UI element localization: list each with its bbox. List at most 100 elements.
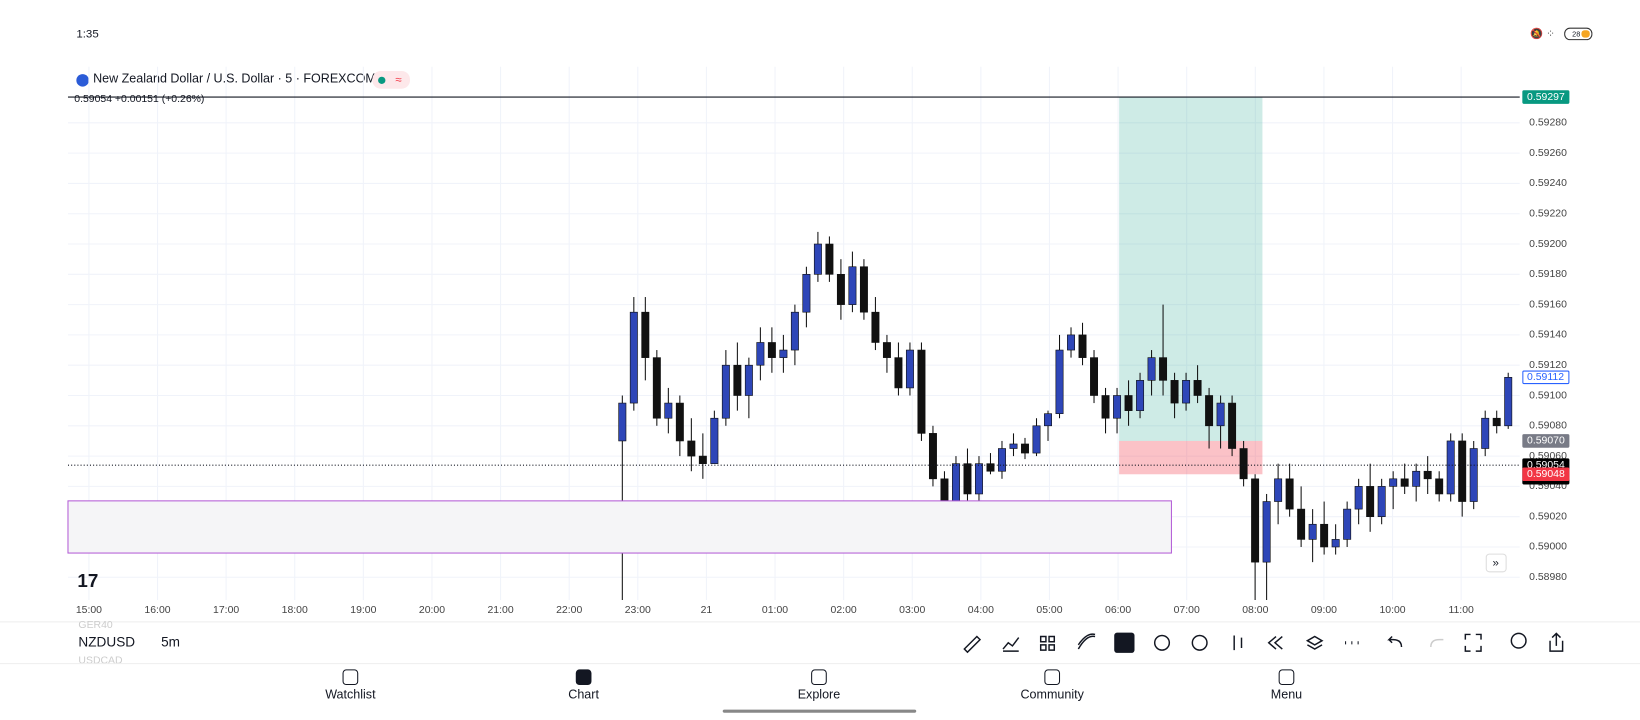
- alert-tool[interactable]: [1191, 634, 1208, 651]
- share[interactable]: [1549, 632, 1564, 652]
- candle-body: [1423, 470, 1432, 480]
- x-tick-label: 08:00: [1242, 605, 1268, 616]
- replay-tool[interactable]: [1267, 635, 1283, 650]
- logo: 17: [77, 570, 98, 591]
- layout-tool[interactable]: [1039, 635, 1056, 651]
- candle-body: [1297, 508, 1306, 540]
- fullscreen[interactable]: [1464, 633, 1482, 652]
- x-tick-label: 07:00: [1174, 605, 1200, 616]
- x-tick-label: 22:00: [556, 605, 582, 616]
- chart-type-tool[interactable]: [1233, 635, 1243, 651]
- nav-label[interactable]: Menu: [1271, 687, 1302, 701]
- home-indicator: [722, 709, 917, 713]
- toolbar: [963, 632, 1564, 654]
- zone-box: [67, 500, 1172, 554]
- nav-icon[interactable]: [811, 669, 827, 686]
- x-tick-label: 21:00: [487, 605, 513, 616]
- nav-label[interactable]: Chart: [568, 687, 599, 701]
- candle-body: [1481, 417, 1490, 449]
- candle-body: [1400, 478, 1409, 487]
- price-tag: [1522, 467, 1570, 482]
- candle-body: [825, 243, 834, 275]
- scroll-button[interactable]: [1485, 553, 1507, 573]
- add-tool[interactable]: [1153, 634, 1171, 651]
- candle-body: [1331, 539, 1340, 548]
- y-tick-label: 0.59140: [1529, 330, 1567, 341]
- idea-tool[interactable]: [1510, 632, 1527, 649]
- nav-icon[interactable]: [1278, 669, 1295, 686]
- prev-symbol: GER40: [78, 620, 112, 631]
- candle-body: [744, 364, 753, 396]
- candle-body: [1458, 440, 1467, 502]
- candle-body: [1216, 402, 1225, 427]
- nav-label[interactable]: Community: [1021, 687, 1085, 701]
- y-tick-label: 0.58980: [1529, 572, 1567, 583]
- candle-body: [1285, 478, 1294, 510]
- status-badge[interactable]: [372, 70, 410, 89]
- candle-body: [1435, 478, 1444, 495]
- nav-icon[interactable]: [575, 669, 592, 686]
- nav-icon[interactable]: [342, 669, 359, 686]
- y-tick-label: 0.59100: [1529, 390, 1567, 401]
- candle-body: [1320, 523, 1329, 548]
- x-tick-label: 15:00: [76, 605, 102, 616]
- candle-body: [687, 440, 696, 457]
- candle-body: [1113, 395, 1122, 419]
- candle-body: [871, 311, 880, 343]
- candle-body: [813, 243, 822, 275]
- redo[interactable]: [1430, 638, 1444, 647]
- candle-body: [1136, 380, 1145, 411]
- candle-body: [1009, 443, 1018, 449]
- y-tick-label: 0.59120: [1529, 360, 1567, 371]
- x-tick-label: 05:00: [1036, 605, 1062, 616]
- x-tick-label: 02:00: [831, 605, 857, 616]
- nav-label[interactable]: Explore: [798, 687, 841, 701]
- tv-tool[interactable]: [1114, 632, 1135, 653]
- x-tick-label: 17:00: [213, 605, 239, 616]
- next-symbol: USDCAD: [78, 655, 123, 666]
- price-tag: [1522, 370, 1570, 385]
- nav-icon[interactable]: [1044, 669, 1061, 686]
- price-tag-label: 0.59054: [1527, 460, 1565, 471]
- candle-body: [836, 274, 845, 305]
- draw-tool[interactable]: [963, 635, 982, 654]
- chart: 0.589800.590000.590200.590400.590600.590…: [67, 66, 1570, 616]
- candle-body: [767, 342, 776, 358]
- y-tick-label: 0.59160: [1529, 299, 1567, 310]
- candle-body: [664, 402, 673, 419]
- undo[interactable]: [1387, 636, 1403, 647]
- candle-body: [1090, 357, 1099, 396]
- candle-body: [859, 266, 868, 313]
- candle-body: [1124, 395, 1133, 411]
- candle-body: [986, 463, 995, 472]
- flag-icon: [76, 74, 89, 87]
- candle-body: [675, 402, 684, 442]
- candle-body: [756, 342, 765, 366]
- status-icons: 🔕 ⁘: [1530, 27, 1555, 40]
- x-tick-label: 18:00: [282, 605, 308, 616]
- candle-body: [1193, 380, 1202, 396]
- candle-body: [894, 357, 903, 389]
- battery-text: 28: [1572, 29, 1580, 38]
- y-tick-label: 0.59220: [1529, 208, 1567, 219]
- y-tick-label: 0.59000: [1529, 542, 1567, 553]
- indicators-tool[interactable]: [1002, 637, 1020, 652]
- candle-body: [1228, 402, 1237, 449]
- candle-body: [698, 455, 707, 464]
- x-tick-label: 16:00: [144, 605, 170, 616]
- candle-body: [1492, 417, 1501, 427]
- x-tick-label: 06:00: [1105, 605, 1131, 616]
- symbol[interactable]: NZDUSD: [78, 634, 135, 649]
- trend-tool[interactable]: [1077, 633, 1096, 650]
- y-tick-label: 0.59080: [1529, 421, 1567, 432]
- candle-body: [882, 342, 891, 358]
- interval[interactable]: 5m: [161, 634, 180, 649]
- candle-body: [1504, 377, 1513, 427]
- symbol-title[interactable]: New Zealand Dollar / U.S. Dollar · 5 · F…: [93, 72, 376, 86]
- layers-tool[interactable]: [1305, 635, 1324, 650]
- candle-body: [652, 357, 661, 419]
- x-tick-label: 04:00: [968, 605, 994, 616]
- candle-body: [975, 463, 983, 495]
- nav-label[interactable]: Watchlist: [325, 687, 376, 701]
